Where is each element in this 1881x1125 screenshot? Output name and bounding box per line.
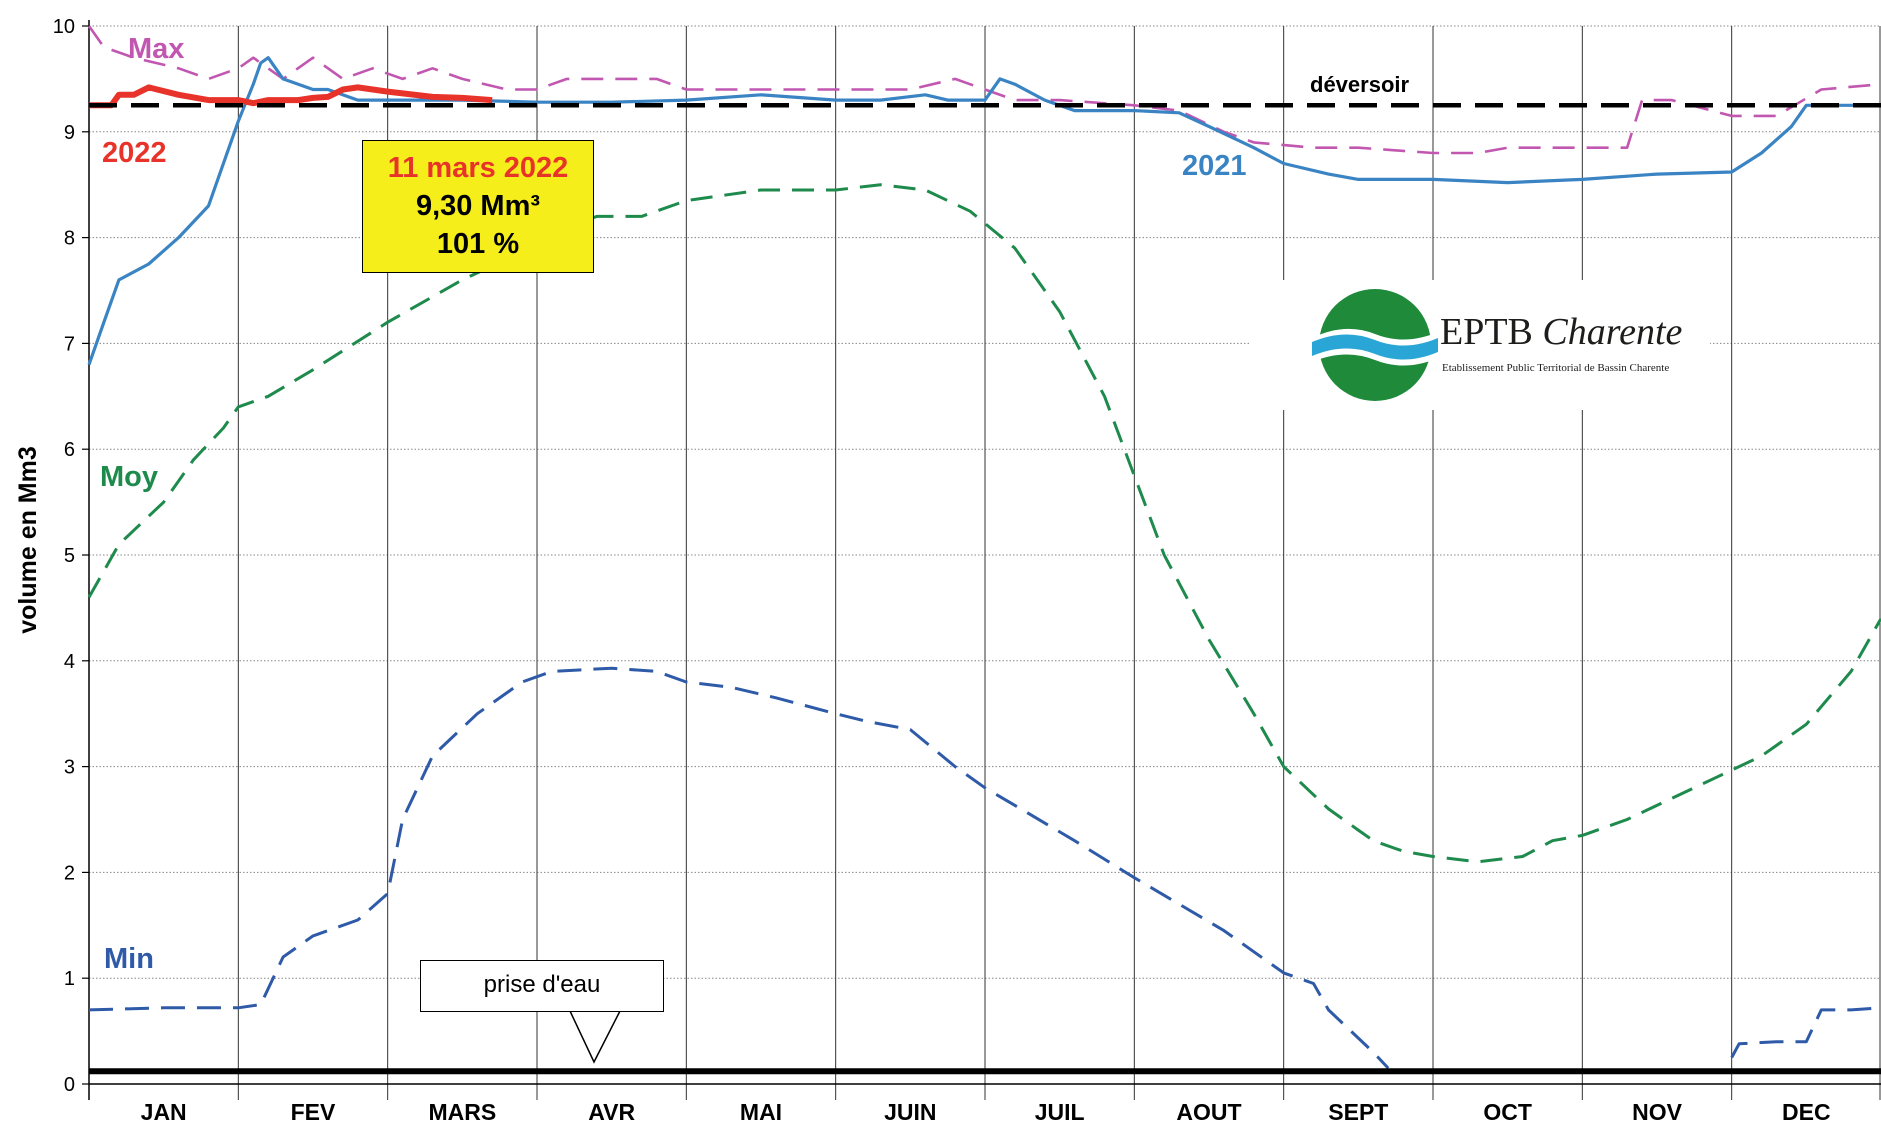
y-tick-label: 1 <box>64 968 75 990</box>
y-tick-label: 3 <box>64 757 75 779</box>
eptb-logo: EPTB Charente Etablissement Public Terri… <box>1250 280 1710 410</box>
series-max-line <box>87 25 1881 155</box>
y-tick-label: 6 <box>64 439 75 461</box>
logo-title: EPTB Charente <box>1440 311 1683 353</box>
callout-percent: 101 % <box>436 228 520 260</box>
y-tick-label: 2 <box>64 862 75 884</box>
month-label: JAN <box>141 1099 187 1125</box>
eptb-logo-mark <box>1312 289 1438 401</box>
month-label: FEV <box>291 1099 336 1125</box>
series-2022-line <box>89 84 493 109</box>
prise-deau-box: prise d'eau <box>420 960 664 1012</box>
label-min: Min <box>104 943 154 975</box>
series-moy-line <box>87 183 1881 864</box>
y-tick-label: 9 <box>64 122 75 144</box>
label-2022: 2022 <box>102 137 167 169</box>
prise-pointer <box>569 1010 621 1064</box>
y-axis-label: volume en Mm3 <box>14 446 42 634</box>
date-callout: 11 mars 2022 9,30 Mm³ 101 % <box>362 140 594 273</box>
y-tick-label: 5 <box>64 545 75 567</box>
month-label: JUIN <box>884 1099 936 1125</box>
y-tick-label: 7 <box>64 333 75 355</box>
month-label: MAI <box>740 1099 782 1125</box>
y-tick-label: 10 <box>53 16 75 38</box>
month-label: NOV <box>1632 1099 1683 1125</box>
grid <box>89 25 1881 1100</box>
month-label: AVR <box>588 1099 635 1125</box>
y-tick-label: 8 <box>64 228 75 250</box>
month-label: DEC <box>1782 1099 1831 1125</box>
month-label: MARS <box>428 1099 496 1125</box>
month-label: OCT <box>1483 1099 1532 1125</box>
month-label: JUIL <box>1035 1099 1085 1125</box>
y-tick-label: 4 <box>64 651 75 673</box>
series-layer <box>87 25 1881 1075</box>
series-min-line <box>88 666 1390 1070</box>
label-deversoir: déversoir <box>1310 72 1409 97</box>
callout-volume: 9,30 Mm³ <box>415 190 541 222</box>
series-min-line <box>1730 1006 1881 1059</box>
label-moy: Moy <box>100 461 158 493</box>
y-tick-label: 0 <box>64 1074 75 1096</box>
axes: 0 1 2 3 4 5 6 7 8 9 10 JAN FEV MARS AVR MAI JUIN JUIL AOUT… <box>53 16 1881 1125</box>
month-label: SEPT <box>1328 1099 1388 1125</box>
label-2021: 2021 <box>1182 150 1247 182</box>
logo-subtitle: Etablissement Public Territorial de Bass… <box>1442 362 1670 374</box>
month-label: AOUT <box>1176 1099 1241 1125</box>
label-max: Max <box>128 33 184 65</box>
callout-date: 11 mars 2022 <box>387 152 569 184</box>
